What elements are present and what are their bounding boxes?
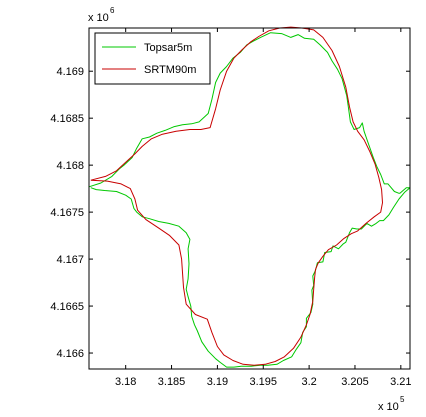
legend-label-topsar5m: Topsar5m <box>144 42 192 54</box>
x-tick-label: 3.21 <box>390 376 411 388</box>
x-tick-label: 3.2 <box>301 376 316 388</box>
y-tick-label: 4.166 <box>56 348 84 360</box>
series-line-srtm90m <box>90 26 383 366</box>
x-tick-label: 3.195 <box>249 376 277 388</box>
x-tick-label: 3.205 <box>341 376 369 388</box>
x-exponent-power: 5 <box>400 395 405 404</box>
x-tick-label: 3.18 <box>115 376 136 388</box>
y-tick-label: 4.1685 <box>50 113 84 125</box>
y-exponent-power: 6 <box>110 6 115 15</box>
legend: Topsar5m SRTM90m <box>94 32 211 85</box>
axes-frame <box>88 27 411 370</box>
y-tick-label: 4.1675 <box>50 207 84 219</box>
y-tick-label: 4.167 <box>56 254 84 266</box>
x-tick-label: 3.19 <box>207 376 228 388</box>
y-tick-label: 4.1665 <box>50 301 84 313</box>
ticks-layer: 3.18 3.185 3.19 3.195 3.2 3.205 3.21 4.166 4.166… <box>50 28 412 388</box>
x-tick-label: 3.185 <box>158 376 186 388</box>
legend-label-srtm90m: SRTM90m <box>144 64 196 76</box>
y-tick-label: 4.168 <box>56 160 84 172</box>
x-exponent-label: x 10 <box>378 401 399 413</box>
y-tick-label: 4.169 <box>56 66 84 78</box>
y-exponent-label: x 10 <box>88 12 109 24</box>
plot-area <box>89 28 410 369</box>
series-layer <box>88 26 411 368</box>
legend-box <box>94 32 211 85</box>
